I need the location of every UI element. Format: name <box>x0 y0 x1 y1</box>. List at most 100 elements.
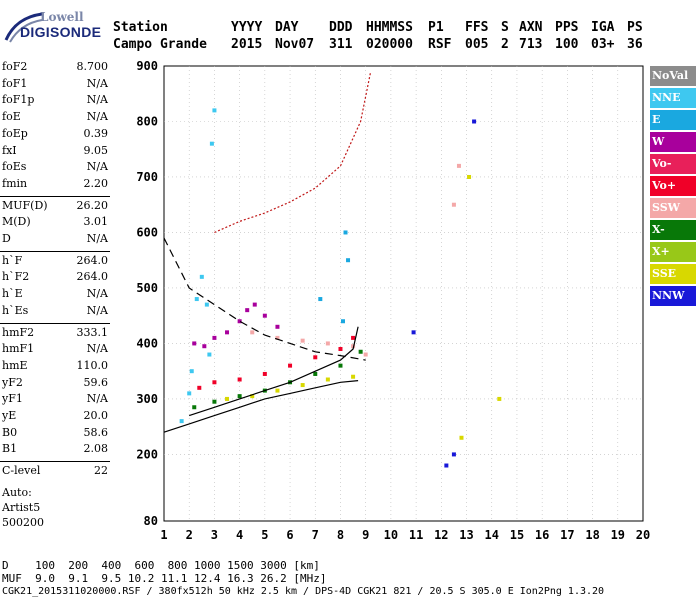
data-point-w <box>245 308 250 313</box>
param-key: M(D) <box>2 215 31 229</box>
x-tick-label: 9 <box>362 528 369 542</box>
header-value-s: 2 <box>501 37 509 52</box>
x-tick-label: 14 <box>485 528 499 542</box>
param-row: foF1 N/A <box>2 77 108 95</box>
header-value-axn: 713 <box>519 37 543 52</box>
data-point-w <box>252 302 257 307</box>
header-value-ffs: 005 <box>465 37 489 52</box>
header-label-axn: AXN <box>519 20 543 35</box>
x-tick-label: 19 <box>611 528 625 542</box>
data-point-nne <box>189 369 194 374</box>
y-tick-label: 200 <box>136 447 158 461</box>
param-value: 26.20 <box>76 198 109 212</box>
param-value: 22 <box>94 464 108 478</box>
param-row: B1 2.08 <box>2 442 108 460</box>
data-point-sse <box>250 394 255 399</box>
header-label-station: Station <box>113 20 168 35</box>
plot-frame <box>163 65 644 522</box>
param-value: N/A <box>86 160 108 174</box>
param-key: foF1p <box>2 93 35 107</box>
param-value: 9.05 <box>83 143 109 157</box>
data-point-sse <box>275 388 280 393</box>
x-tick-label: 6 <box>286 528 293 542</box>
param-row: foF2 8.700 <box>2 60 108 78</box>
header-value-iga: 03+ <box>591 37 615 52</box>
param-key: hmF2 <box>2 325 35 339</box>
data-point-nnw <box>411 330 416 335</box>
footer-d-row: D 100 200 400 600 800 1000 1500 3000 [km… <box>2 559 320 572</box>
param-row: yF2 59.6 <box>2 376 108 394</box>
data-point-nnw <box>444 463 449 468</box>
data-point-sse <box>497 396 502 401</box>
data-point-w <box>212 335 217 340</box>
param-value: 333.1 <box>76 325 109 339</box>
x-tick-label: 1 <box>160 528 167 542</box>
param-value: 8.700 <box>76 60 109 73</box>
data-point-ssw <box>456 163 461 168</box>
data-point-sse <box>225 396 230 401</box>
data-point-sse <box>467 174 472 179</box>
y-tick-label: 600 <box>136 225 158 239</box>
param-separator <box>0 461 110 463</box>
data-point-ssw <box>250 330 255 335</box>
legend-item: NNE <box>650 88 696 108</box>
param-key: yF2 <box>2 375 23 389</box>
param-value: 264.0 <box>76 270 109 284</box>
x-tick-label: 20 <box>636 528 650 542</box>
param-row: h`Es N/A <box>2 304 108 322</box>
data-point-e <box>318 297 323 302</box>
param-value: 2.08 <box>83 442 109 456</box>
legend-item: SSE <box>650 264 696 284</box>
y-tick-label: 400 <box>136 336 158 350</box>
y-tick-label: 700 <box>136 170 158 184</box>
legend-item: X- <box>650 220 696 240</box>
param-key: C-level <box>2 464 41 478</box>
param-key: yF1 <box>2 392 23 406</box>
header-value-day: Nov07 <box>275 37 315 52</box>
param-row: fmin 2.20 <box>2 177 108 195</box>
data-point-w <box>192 341 197 346</box>
param-key: foE <box>2 110 21 124</box>
data-point-w <box>202 344 207 349</box>
param-key: h`F2 <box>2 270 30 284</box>
header-label-yyyy: YYYY <box>231 20 263 35</box>
y-tick-label: 800 <box>136 114 158 128</box>
legend-item: W <box>650 132 696 152</box>
param-value: 3.01 <box>83 215 109 229</box>
trace-profile <box>163 380 359 433</box>
header-value-hhmmss: 020000 <box>366 37 413 52</box>
data-point-nnw <box>451 452 456 457</box>
data-point-e <box>346 258 351 263</box>
param-row: fxI 9.05 <box>2 144 108 162</box>
logo-line1: Lowell <box>40 10 84 24</box>
param-key: hmF1 <box>2 342 35 356</box>
param-key: yE <box>2 409 17 422</box>
legend-item: NNW <box>650 286 696 306</box>
param-key: h`E <box>2 287 23 301</box>
param-row: M(D) 3.01 <box>2 215 108 233</box>
x-tick-label: 10 <box>384 528 398 542</box>
logo-line2: DIGISONDE <box>20 24 102 40</box>
x-tick-label: 15 <box>510 528 524 542</box>
logo: Lowell DIGISONDE <box>4 8 104 48</box>
legend-item: NoVal <box>650 66 696 86</box>
footer-muf-row: MUF 9.0 9.1 9.5 10.2 11.1 12.4 16.3 26.2… <box>2 572 327 585</box>
data-point-vo+ <box>197 385 202 390</box>
y-tick-label: 500 <box>136 281 158 295</box>
param-row: foEs N/A <box>2 160 108 178</box>
legend-item: E <box>650 110 696 130</box>
header-value-ddd: 311 <box>329 37 353 52</box>
param-value: N/A <box>86 76 108 90</box>
trace-virtual-height <box>189 326 359 417</box>
data-point-x- <box>338 363 343 368</box>
param-row: C-level 22 <box>2 464 108 482</box>
param-value: 264.0 <box>76 253 109 267</box>
param-value: N/A <box>86 110 108 124</box>
param-row: h`F 264.0 <box>2 254 108 272</box>
trace-muf <box>163 237 366 361</box>
x-tick-label: 4 <box>236 528 243 542</box>
x-tick-label: 2 <box>186 528 193 542</box>
data-point-x- <box>313 371 318 376</box>
x-tick-label: 17 <box>560 528 574 542</box>
data-point-nne <box>212 108 217 113</box>
